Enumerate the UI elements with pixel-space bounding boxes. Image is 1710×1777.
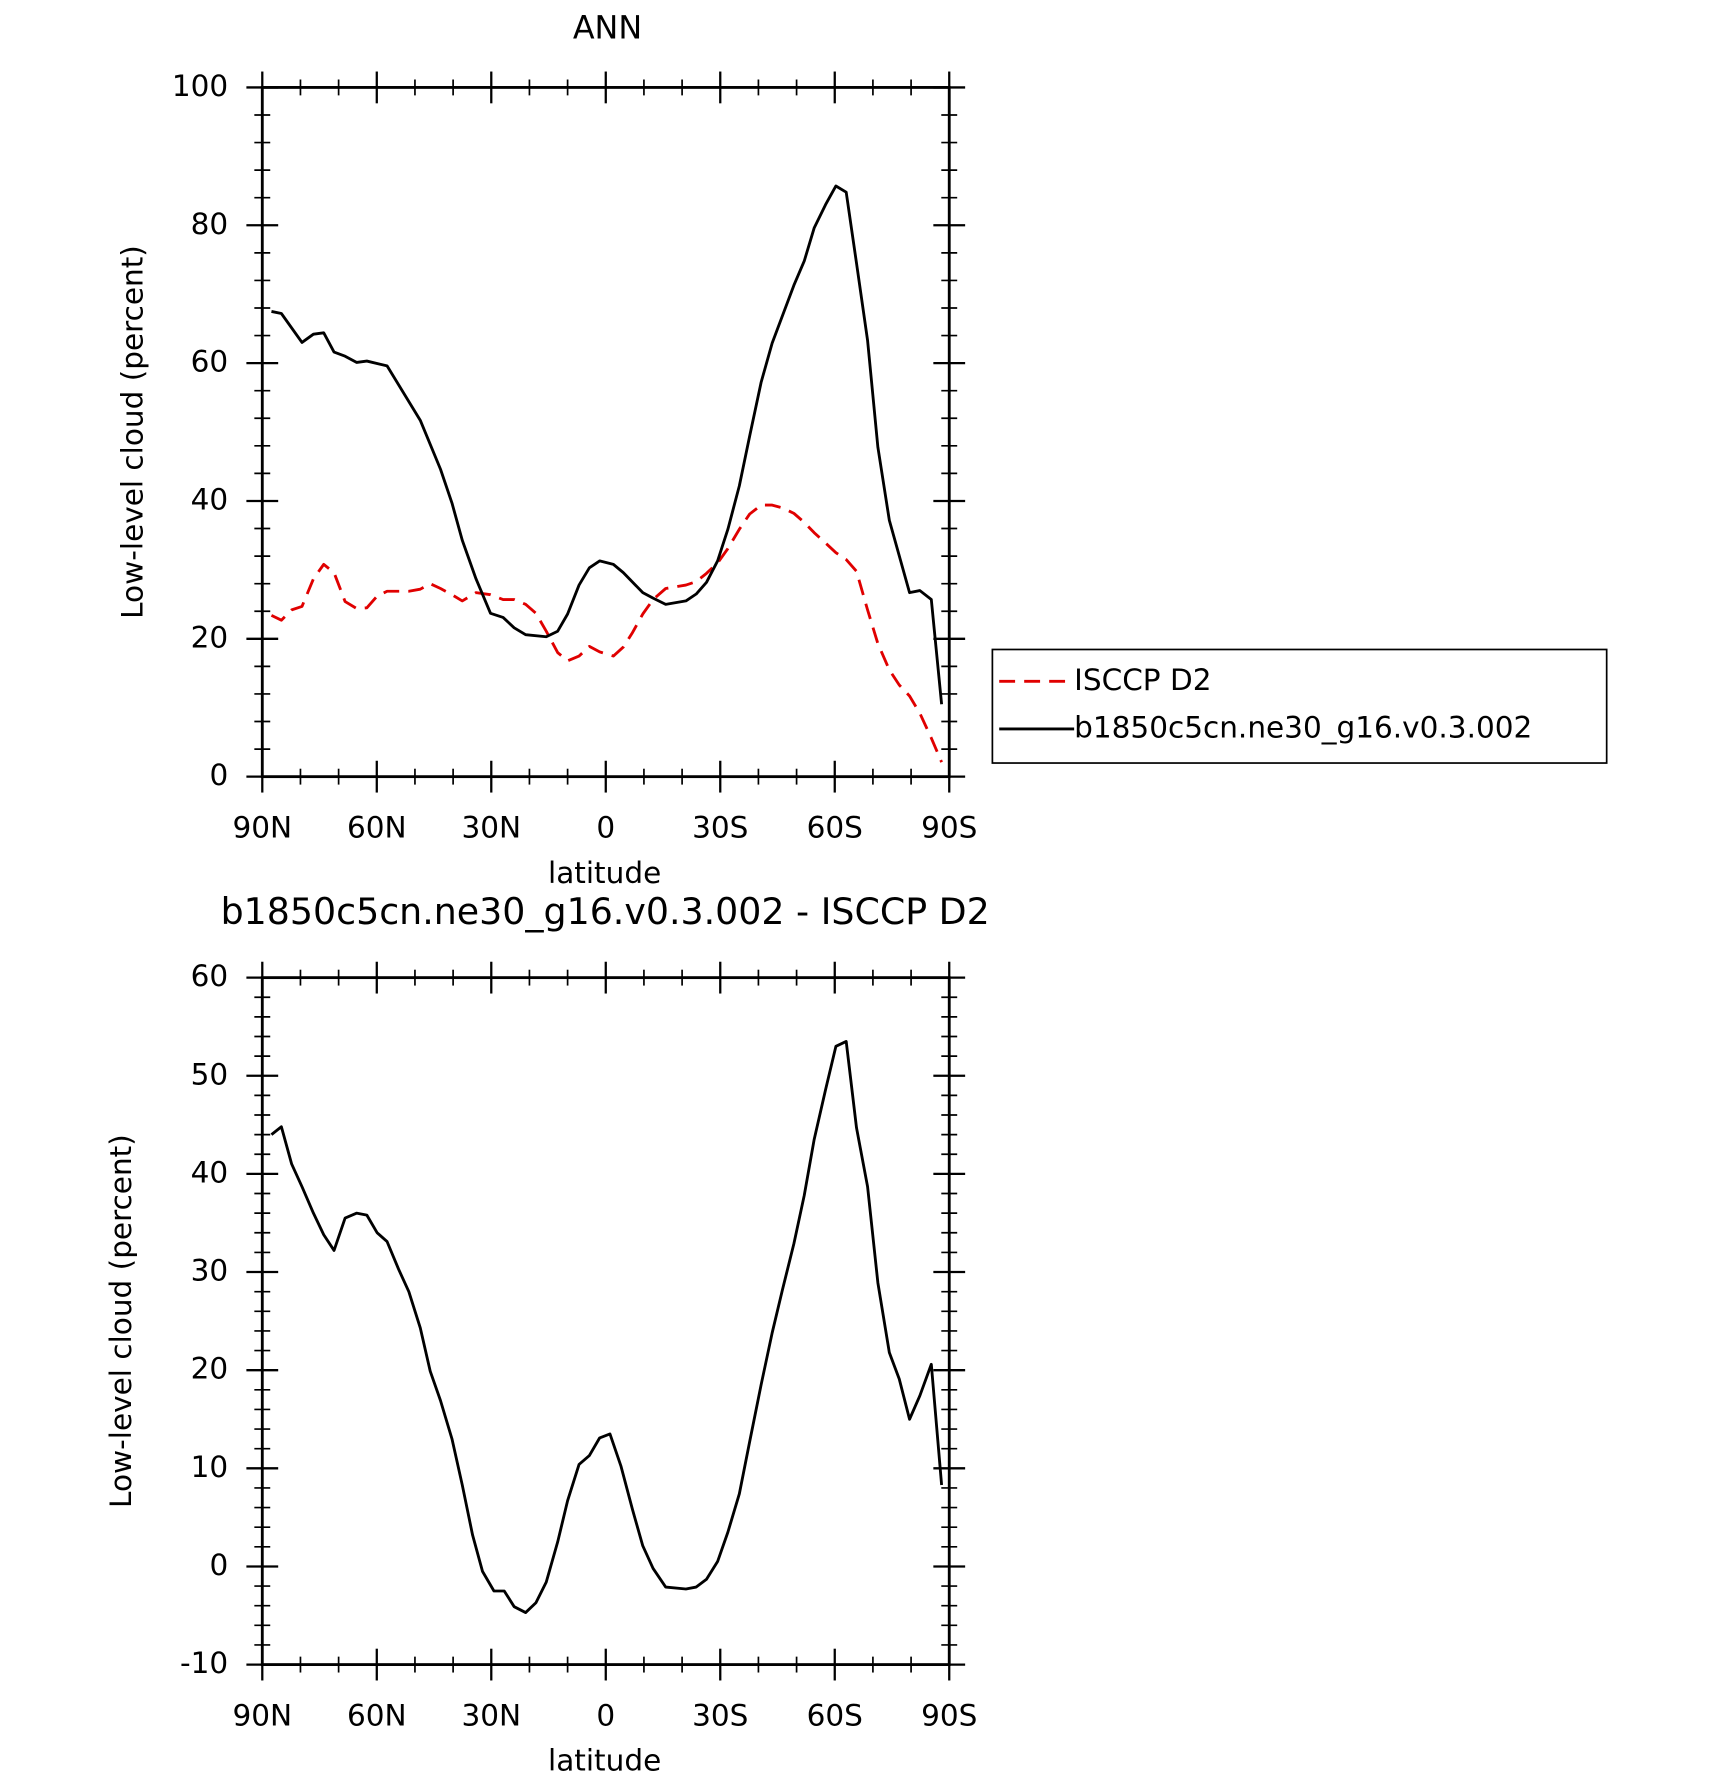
chart-title: ANN: [573, 10, 642, 47]
y-axis-label: Low-level cloud (percent): [115, 245, 149, 619]
x-tick-label: 30S: [692, 1698, 748, 1732]
y-tick-label: 60: [191, 345, 229, 379]
x-axis-label: latitude: [548, 1744, 661, 1777]
x-tick-label: 90S: [921, 1698, 977, 1732]
y-tick-label: 0: [209, 1548, 228, 1582]
y-tick-label: 80: [191, 207, 229, 241]
y-tick-label: 20: [191, 620, 229, 654]
y-tick-label: 10: [191, 1450, 229, 1484]
data-line: [270, 1040, 944, 1614]
y-tick-label: 60: [191, 959, 229, 993]
x-tick-label: 60N: [347, 810, 407, 844]
y-tick-label: 20: [191, 1352, 229, 1386]
y-tick-label: -10: [180, 1646, 228, 1680]
x-axis-label: latitude: [548, 856, 661, 890]
y-tick-label: 30: [191, 1254, 229, 1288]
y-axis-label: Low-level cloud (percent): [104, 1134, 138, 1508]
x-tick-label: 90N: [232, 810, 292, 844]
y-tick-label: 0: [209, 758, 228, 792]
y-tick-label: 40: [191, 1155, 229, 1189]
x-tick-label: 0: [596, 810, 615, 844]
x-tick-label: 90N: [232, 1698, 292, 1732]
y-tick-label: 50: [191, 1057, 229, 1091]
data-line: [270, 503, 943, 763]
x-tick-label: 60S: [807, 1698, 863, 1732]
x-tick-label: 30N: [461, 810, 521, 844]
y-tick-label: 100: [172, 69, 228, 103]
x-tick-label: 60S: [807, 810, 863, 844]
plot-frame: [260, 976, 951, 1667]
x-tick-label: 0: [596, 1698, 615, 1732]
x-tick-label: 30N: [461, 1698, 521, 1732]
data-line: [271, 184, 944, 705]
legend-box: [991, 648, 1608, 764]
x-tick-label: 30S: [692, 810, 748, 844]
x-tick-label: 60N: [347, 1698, 407, 1732]
legend-label: b1850c5cn.ne30_g16.v0.3.002: [1074, 710, 1532, 744]
chart-title: b1850c5cn.ne30_g16.v0.3.002 - ISCCP D2: [221, 890, 990, 933]
y-tick-label: 40: [191, 482, 229, 516]
legend-label: ISCCP D2: [1074, 663, 1211, 697]
x-tick-label: 90S: [921, 810, 977, 844]
